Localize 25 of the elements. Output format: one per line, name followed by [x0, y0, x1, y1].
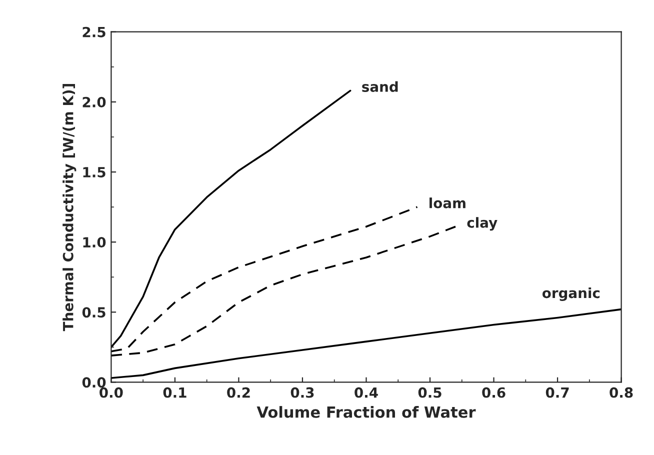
x-tick-label: 0.8	[610, 387, 633, 398]
y-tick-label: 1.0	[83, 237, 106, 248]
x-tick-label: 0.3	[290, 387, 314, 398]
y-tick-label: 0.5	[82, 307, 106, 318]
y-tick-label: 1.5	[83, 167, 106, 178]
y-tick-label: 0.0	[82, 377, 106, 388]
line-series	[111, 308, 622, 379]
y-axis-title: Thermal Conductivity [W/(m K)]	[62, 84, 76, 332]
line-series	[111, 90, 352, 348]
x-tick-label: 0.1	[163, 387, 186, 398]
series-label: sand	[362, 81, 398, 92]
y-tick-label: 2.0	[82, 96, 106, 108]
line-series	[111, 206, 418, 352]
x-tick-label: 0.4	[354, 387, 378, 398]
y-tick-label: 2.5	[82, 26, 106, 38]
x-tick-label: 0.6	[482, 387, 506, 398]
line-series	[111, 226, 456, 356]
series-label: loam	[430, 198, 466, 208]
series-label: clay	[467, 217, 498, 231]
series-label: organic	[542, 287, 600, 301]
x-tick-label: 0.5	[418, 387, 442, 398]
x-tick-label: 0.7	[546, 387, 569, 398]
x-axis-title: Volume Fraction of Water	[256, 406, 476, 418]
x-tick-label: 0.0	[100, 387, 123, 398]
x-tick-label: 0.2	[227, 387, 250, 398]
